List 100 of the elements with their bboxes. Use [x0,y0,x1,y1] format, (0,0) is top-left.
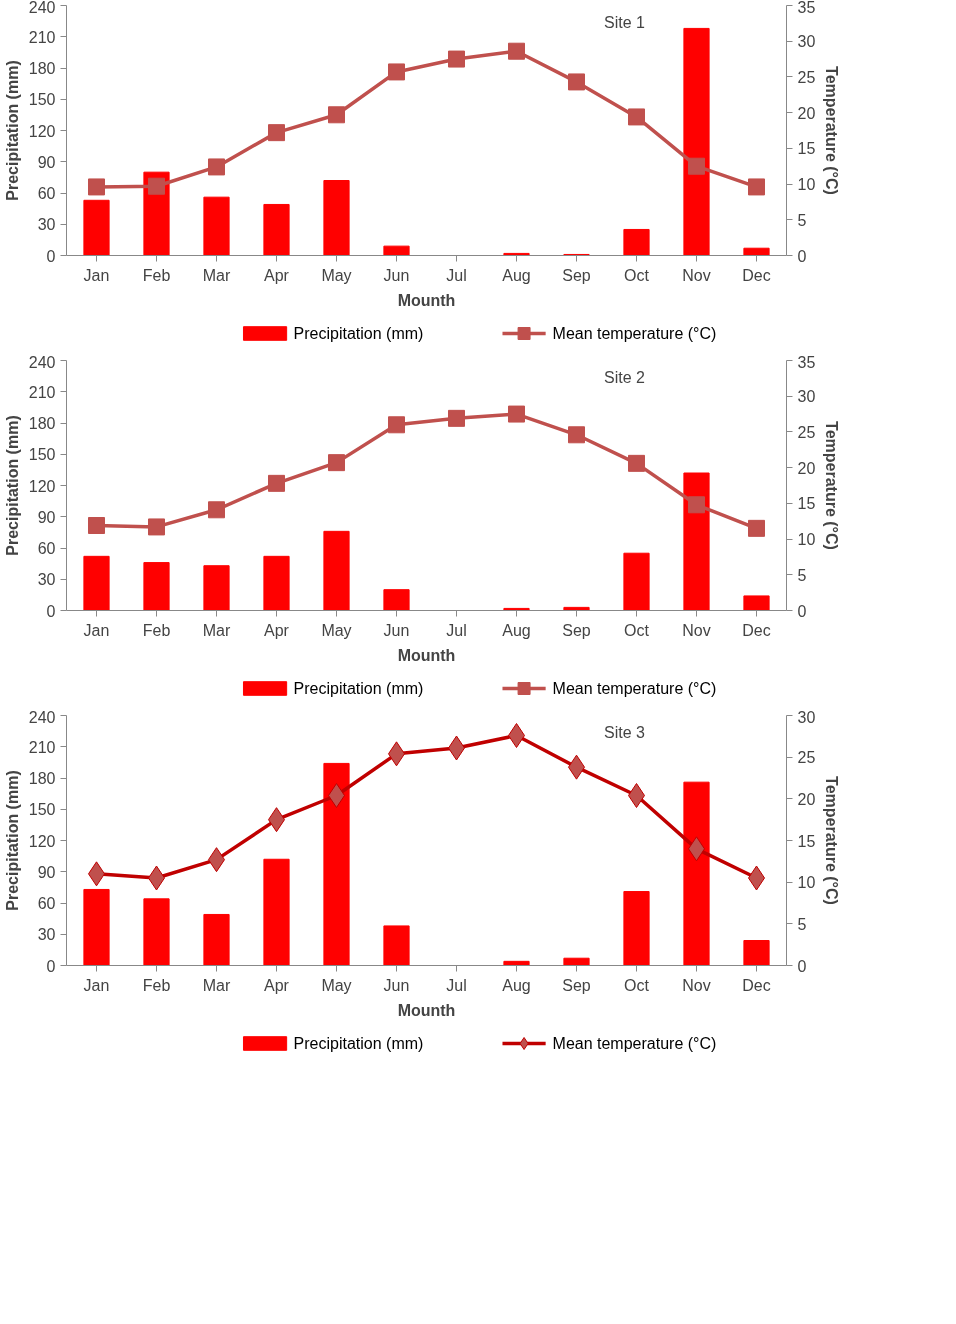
legend-label: Precipitation (mm) [293,325,424,342]
y-tick-label: 180 [28,415,56,432]
y-tick-label: 120 [28,122,56,140]
y2-tick-label: 35 [797,353,816,371]
x-tick-label: Sep [562,621,591,639]
y2-tick-label: 30 [797,33,816,51]
x-tick-label: Jun [383,266,410,284]
annotation: Site 2 [604,368,646,386]
y2-tick-label: 20 [797,104,816,122]
y-tick-label: 120 [28,832,56,850]
legend-label: Precipitation (mm) [293,1035,424,1052]
y2-tick-label: 15 [797,140,816,158]
y2-tick-label: 5 [797,915,807,933]
y2-tick-label: 10 [797,531,816,549]
y2-axis-title: Temperature (°C) [823,66,841,195]
annotation: Site 1 [604,13,646,31]
x-tick-label: Sep [562,266,591,284]
x-tick-label: May [321,266,352,284]
y-tick-label: 180 [28,60,56,77]
y-tick-label: 120 [28,477,56,495]
y-tick-label: 150 [28,446,56,464]
x-tick-label: Dec [742,621,771,639]
x-tick-label: Aug [502,976,531,994]
y-tick-label: 0 [46,957,56,975]
y-tick-label: 210 [28,383,56,401]
x-axis-title: Mounth [397,291,456,309]
x-tick-label: Jul [446,266,467,284]
y2-tick-label: 15 [797,495,816,513]
legend-label: Mean temperature (°C) [552,325,717,342]
y2-tick-label: 25 [797,68,816,86]
x-tick-label: Dec [742,266,771,284]
x-tick-label: Aug [502,266,531,284]
y2-tick-label: 0 [797,602,807,620]
y-tick-label: 90 [37,863,56,881]
y2-tick-label: 0 [797,247,807,265]
x-tick-label: Aug [502,621,531,639]
x-tick-label: May [321,976,352,994]
y-tick-label: 180 [28,770,56,787]
y-tick-label: 240 [28,0,56,16]
x-tick-label: Feb [142,621,171,639]
x-axis-title: Mounth [397,646,456,664]
x-tick-label: Mar [202,976,231,994]
y2-tick-label: 15 [797,832,816,850]
y2-tick-label: 5 [797,566,807,584]
y-tick-label: 210 [28,28,56,46]
x-tick-label: Jan [83,266,110,284]
y-tick-label: 30 [37,926,56,944]
y-tick-label: 30 [37,571,56,589]
x-tick-label: Nov [682,621,711,639]
x-tick-label: Mar [202,266,231,284]
legend-label: Precipitation (mm) [293,680,424,697]
y2-tick-label: 0 [797,957,807,975]
y2-tick-label: 25 [797,749,816,767]
x-tick-label: Apr [264,621,290,639]
y-tick-label: 60 [37,540,56,557]
y-axis-title: Precipitation (mm) [3,415,21,556]
x-tick-label: Jul [446,621,467,639]
x-tick-label: Apr [264,266,290,284]
x-tick-label: Dec [742,976,771,994]
y2-tick-label: 20 [797,459,816,477]
y-axis-title: Precipitation (mm) [3,60,21,201]
x-axis-title: Mounth [397,1001,456,1019]
legend-label: Mean temperature (°C) [552,680,717,697]
y2-axis-title: Temperature (°C) [823,776,841,905]
y2-tick-label: 25 [797,423,816,441]
y-axis-title: Precipitation (mm) [3,770,21,911]
x-tick-label: Jan [83,621,110,639]
y2-tick-label: 35 [797,0,816,16]
y-tick-label: 210 [28,738,56,756]
x-tick-label: Sep [562,976,591,994]
legend-label: Mean temperature (°C) [552,1035,717,1052]
y2-tick-label: 5 [797,211,807,229]
y2-tick-label: 30 [797,388,816,406]
y2-tick-label: 10 [797,176,816,194]
x-tick-label: Jan [83,976,110,994]
annotation: Site 3 [604,723,646,741]
y-tick-label: 240 [28,708,56,726]
y-tick-label: 0 [46,602,56,620]
x-tick-label: Jul [446,976,467,994]
x-tick-label: Nov [682,266,711,284]
y-tick-label: 90 [37,508,56,526]
x-tick-label: Apr [264,976,290,994]
y2-axis-title: Temperature (°C) [823,421,841,550]
x-tick-label: May [321,621,352,639]
x-tick-label: Oct [624,266,650,284]
y-tick-label: 60 [37,895,56,912]
y2-tick-label: 10 [797,874,816,892]
x-tick-label: Jun [383,976,410,994]
y-tick-label: 240 [28,353,56,371]
x-tick-label: Oct [624,976,650,994]
x-tick-label: Feb [142,266,171,284]
x-tick-label: Nov [682,976,711,994]
x-tick-label: Feb [142,976,171,994]
y-tick-label: 150 [28,91,56,109]
y-tick-label: 0 [46,247,56,265]
x-tick-label: Mar [202,621,231,639]
x-tick-label: Oct [624,621,650,639]
y-tick-label: 30 [37,216,56,234]
y-tick-label: 90 [37,153,56,171]
y-tick-label: 60 [37,185,56,202]
